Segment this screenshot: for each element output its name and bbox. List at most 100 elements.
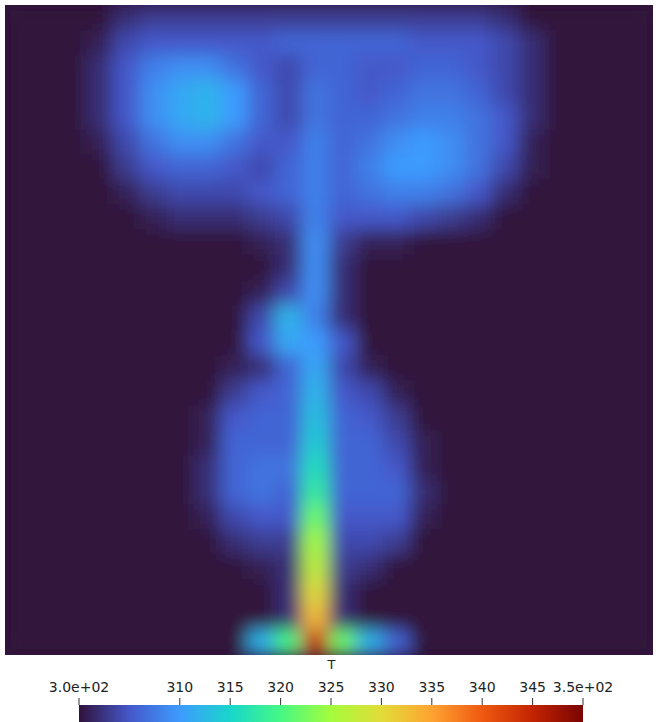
cell (383, 5, 411, 30)
cell (572, 530, 600, 556)
cell (437, 30, 465, 56)
cell (221, 505, 249, 531)
cell (32, 380, 60, 406)
cell (599, 355, 627, 381)
cell (140, 580, 168, 606)
cell (221, 305, 249, 331)
cell (5, 505, 32, 531)
cell (599, 580, 627, 606)
cell (59, 55, 87, 81)
cell (194, 205, 222, 231)
cell (545, 305, 573, 331)
cell (437, 505, 465, 531)
cell (302, 255, 330, 281)
cell (5, 555, 32, 581)
cell (491, 580, 519, 606)
cell (113, 430, 141, 456)
cell (32, 55, 60, 81)
cell (86, 355, 114, 381)
cell (86, 605, 114, 631)
cell (518, 380, 546, 406)
cell (167, 480, 195, 506)
cell (32, 130, 60, 156)
cell (32, 330, 60, 356)
cell (275, 205, 303, 231)
cell (302, 405, 330, 431)
cell (248, 355, 276, 381)
cell (113, 30, 141, 56)
cell (518, 480, 546, 506)
cell (140, 380, 168, 406)
cell (464, 330, 492, 356)
cell (491, 330, 519, 356)
cell (518, 55, 546, 81)
cell (437, 230, 465, 256)
cell (626, 180, 653, 206)
cell (599, 280, 627, 306)
cell (59, 130, 87, 156)
cell (167, 405, 195, 431)
cell (140, 555, 168, 581)
cell (167, 205, 195, 231)
cell (167, 280, 195, 306)
cell (356, 480, 384, 506)
cell (221, 280, 249, 306)
cell (86, 330, 114, 356)
cell (86, 630, 114, 655)
cell (167, 555, 195, 581)
cell (275, 405, 303, 431)
cell (518, 355, 546, 381)
cell (410, 405, 438, 431)
cell (248, 430, 276, 456)
cell (59, 355, 87, 381)
cell (464, 380, 492, 406)
cell (167, 55, 195, 81)
cell (356, 405, 384, 431)
cell (86, 430, 114, 456)
colorbar-tick-label: 3.0e+02 (49, 679, 109, 695)
cell (5, 530, 32, 556)
cell (140, 480, 168, 506)
cell (383, 405, 411, 431)
cell (410, 530, 438, 556)
cell (545, 5, 573, 30)
colorbar-tick (583, 698, 584, 705)
cell (518, 405, 546, 431)
cell (194, 155, 222, 181)
cell (383, 530, 411, 556)
cell (437, 130, 465, 156)
cell (518, 205, 546, 231)
cell (140, 430, 168, 456)
cell (518, 330, 546, 356)
cell (86, 255, 114, 281)
cell (59, 5, 87, 30)
cell (329, 5, 357, 30)
cell (545, 630, 573, 655)
cell (59, 305, 87, 331)
cell (626, 530, 653, 556)
cell (248, 80, 276, 106)
cell (545, 105, 573, 131)
cell (518, 80, 546, 106)
cell (491, 280, 519, 306)
cell (383, 455, 411, 481)
cell (221, 555, 249, 581)
cell (545, 180, 573, 206)
cell (491, 380, 519, 406)
cell (464, 555, 492, 581)
cell (572, 180, 600, 206)
cell (383, 80, 411, 106)
cell (113, 505, 141, 531)
cell (194, 5, 222, 30)
cell (464, 280, 492, 306)
cell (329, 630, 357, 655)
cell (626, 305, 653, 331)
cell (59, 30, 87, 56)
cell (113, 530, 141, 556)
cell (140, 5, 168, 30)
cell (437, 605, 465, 631)
cell (437, 380, 465, 406)
cell (329, 405, 357, 431)
cell (5, 455, 32, 481)
cell (356, 455, 384, 481)
